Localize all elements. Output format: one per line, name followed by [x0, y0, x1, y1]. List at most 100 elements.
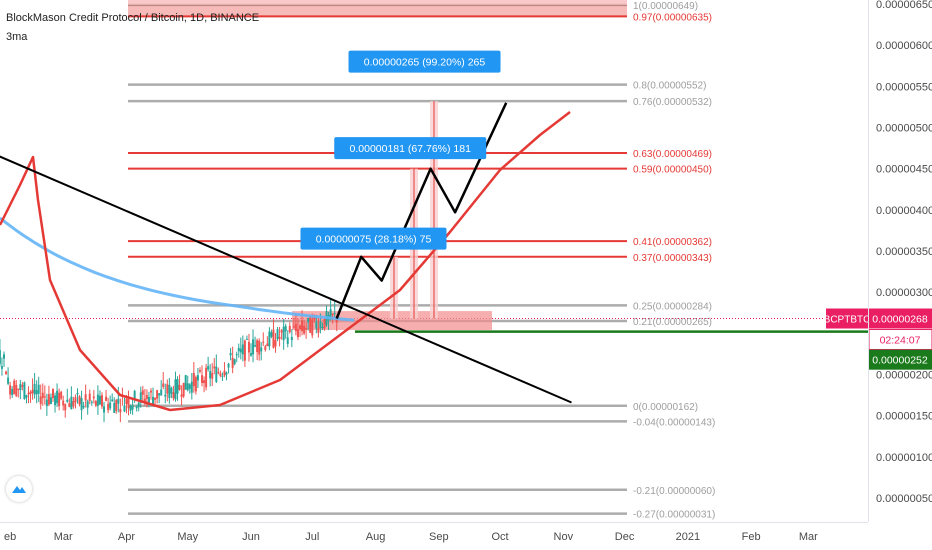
candle-body — [274, 340, 277, 347]
projection-path[interactable] — [335, 102, 508, 319]
measure-label-box[interactable] — [348, 50, 501, 73]
candle-body — [190, 381, 193, 393]
candle-body — [264, 346, 267, 350]
candle-body — [82, 405, 85, 408]
candle-body — [131, 405, 134, 410]
candle-body — [229, 352, 232, 356]
candle-body — [17, 388, 20, 391]
cup-arc[interactable] — [0, 111, 571, 412]
fib-level-label: 0.21(0.00000265) — [633, 317, 712, 328]
candle-body — [188, 384, 191, 389]
fib-level-label: 0.8(0.00000552) — [633, 81, 706, 92]
candle-body — [133, 390, 136, 400]
candle-body — [84, 394, 87, 401]
candle-body — [39, 396, 42, 405]
fib-level-label: -0.27(0.00000031) — [633, 510, 715, 521]
candle-body — [13, 380, 16, 395]
moving-average-line[interactable] — [0, 216, 355, 322]
tradingview-logo[interactable] — [6, 476, 32, 502]
support-price-tag[interactable] — [869, 349, 932, 370]
candle-body — [129, 405, 132, 411]
candle-body — [125, 398, 128, 404]
candle-body — [88, 393, 91, 401]
time-scale-divider — [0, 522, 868, 523]
candle-body — [233, 359, 236, 365]
time-tick-label: Sep — [429, 531, 449, 543]
candle-body — [90, 401, 93, 403]
candle-body — [168, 385, 171, 398]
time-tick-label: 2021 — [676, 531, 700, 543]
candle-body — [172, 392, 175, 399]
candle-body — [213, 366, 216, 369]
fib-zone-band — [128, 0, 627, 5]
current-price-tag[interactable] — [869, 308, 932, 329]
price-tick-label: 0.00000500 — [876, 123, 932, 135]
candle-body — [319, 321, 322, 328]
candle-body — [141, 390, 144, 395]
time-tick-label: Feb — [742, 531, 761, 543]
fib-level-label: 0.63(0.00000469) — [633, 149, 712, 160]
candle-body — [196, 375, 199, 381]
candle-body — [54, 395, 57, 406]
price-tick-label: 0.00000550 — [876, 81, 932, 93]
candle-body — [139, 392, 142, 403]
candle-body — [154, 397, 157, 400]
candle-body — [113, 402, 116, 413]
candle-body — [162, 383, 165, 387]
candle-body — [66, 399, 69, 402]
candle-body — [311, 319, 314, 336]
candle-body — [321, 327, 324, 329]
countdown-tag — [868, 329, 932, 351]
candle-body — [35, 390, 38, 395]
candle-body — [241, 344, 244, 355]
candle-body — [186, 383, 189, 391]
fib-level-label: -0.04(0.00000143) — [633, 417, 715, 428]
symbol-tag[interactable] — [826, 308, 868, 329]
candle-body — [239, 348, 242, 353]
time-tick-label: Mar — [54, 531, 73, 543]
candle-body — [107, 403, 110, 411]
candle-body — [3, 354, 5, 359]
candle-body — [252, 339, 255, 355]
fib-level-label: 0(0.00000162) — [633, 402, 698, 413]
price-scale-divider — [868, 0, 869, 522]
price-tick-label: 0.00000100 — [876, 452, 932, 464]
candle-body — [276, 329, 279, 340]
trendline[interactable] — [0, 139, 572, 404]
candle-body — [294, 323, 297, 332]
candle-body — [315, 321, 318, 329]
price-tick-label: 0.00000600 — [876, 40, 932, 52]
candle-body — [211, 373, 214, 379]
candle-body — [256, 340, 259, 353]
candle-body — [45, 399, 48, 407]
candle-body — [254, 345, 257, 347]
candle-body — [166, 384, 169, 394]
price-tick-label: 0.00000050 — [876, 493, 932, 505]
candle-body — [182, 382, 185, 397]
measure-label-box[interactable] — [334, 137, 487, 160]
candle-body — [180, 394, 183, 397]
price-tick-label: 0.00000400 — [876, 205, 932, 217]
candle-body — [135, 406, 138, 409]
candle-body — [307, 318, 310, 323]
candle-body — [115, 400, 118, 411]
candle-body — [333, 313, 336, 315]
candle-body — [329, 309, 332, 320]
time-tick-label: May — [177, 531, 198, 543]
candle-body — [207, 366, 210, 370]
candle-body — [23, 382, 26, 400]
candle-body — [143, 398, 146, 404]
candle-body — [111, 399, 114, 402]
candle-body — [94, 401, 97, 406]
chart-title: BlockMason Credit Protocol / Bitcoin, 1D… — [6, 12, 260, 24]
indicator-label[interactable]: 3ma — [6, 31, 28, 43]
measure-label-box[interactable] — [300, 227, 447, 250]
measure-label: 0.00000181 (67.76%) 181 — [350, 143, 472, 155]
candle-body — [47, 394, 50, 405]
time-tick-label: Apr — [118, 531, 135, 543]
candle-body — [37, 384, 40, 394]
candle-body — [243, 340, 246, 361]
candle-body — [49, 397, 52, 405]
candle-body — [21, 385, 24, 387]
